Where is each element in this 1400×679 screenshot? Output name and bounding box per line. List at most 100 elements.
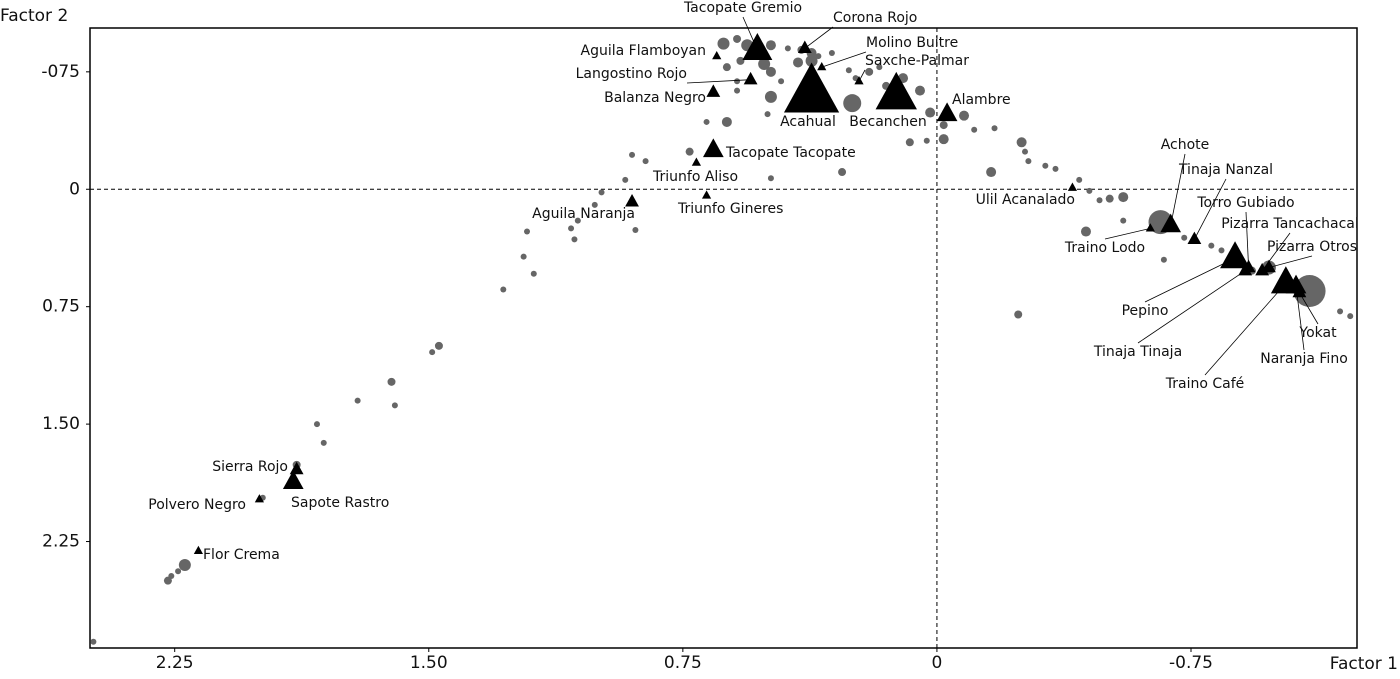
leader-line (1299, 292, 1319, 325)
point (923, 137, 930, 144)
point-label: Sapote Rastro (291, 495, 389, 511)
point (598, 189, 605, 196)
triangle-marker (1238, 262, 1253, 276)
point (1118, 192, 1129, 203)
point-label: Balanza Negro (604, 90, 706, 106)
point-label: Triunfo Gineres (677, 201, 783, 217)
point (778, 78, 785, 85)
point-label: Tinaja Nanzal (1178, 162, 1273, 178)
y-tick-label: 1.50 (42, 414, 80, 434)
triangle-marker (1187, 231, 1202, 245)
point (1096, 197, 1103, 204)
triangle-marker (625, 193, 639, 207)
triangle-marker (706, 84, 721, 97)
point (642, 158, 649, 165)
point (876, 64, 883, 71)
point (574, 217, 581, 224)
point-label: Tacopate Gremio (683, 0, 802, 16)
point (767, 175, 774, 182)
x-axis-label: Factor 1 (1330, 654, 1398, 674)
x-tick-label: 0 (932, 653, 943, 673)
point (986, 167, 997, 178)
point (391, 402, 398, 409)
point (939, 121, 948, 130)
point (764, 111, 771, 118)
y-tick-label: 0.75 (42, 297, 80, 317)
point (1105, 194, 1114, 203)
y-axis-label: Factor 2 (0, 6, 68, 26)
point (178, 559, 191, 572)
point-label: Alambre (952, 92, 1011, 108)
leader-line (858, 69, 866, 82)
point-label: Achote (1161, 137, 1210, 153)
y-tick-label: 2.25 (42, 532, 80, 552)
triangle-marker (1160, 213, 1182, 233)
triangle-marker (712, 50, 722, 60)
point (784, 45, 791, 52)
point (905, 138, 914, 147)
point (736, 56, 745, 65)
point-label: Flor Crema (203, 547, 280, 563)
point (354, 397, 361, 404)
point-label: Tinaja Tinaja (1093, 344, 1182, 360)
point (914, 85, 925, 96)
point (530, 270, 537, 277)
point-label: Traino Lodo (1064, 240, 1145, 256)
point (734, 78, 741, 85)
point (520, 253, 527, 260)
point-label: Acahual (780, 114, 836, 130)
leader-line (1170, 153, 1186, 226)
point-label: Triunfo Aliso (652, 169, 738, 185)
point-label: Tacopate Tacopate (725, 145, 856, 161)
point (524, 228, 531, 235)
point-label: Langostino Rojo (576, 66, 687, 82)
x-tick-label: -0.75 (1169, 653, 1213, 673)
point (722, 63, 731, 72)
point (959, 110, 970, 121)
leader-line (1144, 257, 1236, 303)
point (429, 349, 436, 356)
point (1080, 226, 1091, 237)
triangle-marker (854, 76, 864, 85)
y-tick-label: -075 (41, 62, 80, 82)
x-tick-label: 1.50 (410, 653, 448, 673)
point (733, 34, 742, 43)
x-tick-label: 0.75 (664, 653, 702, 673)
point (717, 37, 730, 50)
triangle-marker (1292, 284, 1307, 298)
point-label: Traino Café (1165, 376, 1245, 392)
point (1160, 256, 1167, 263)
point-label: Pepino (1122, 303, 1169, 319)
triangle-marker (289, 461, 304, 475)
triangle-marker (254, 494, 264, 503)
point (815, 53, 822, 60)
triangle-marker (743, 71, 758, 85)
point (1014, 310, 1023, 319)
point (734, 87, 741, 94)
point-label: Molino Buitre (866, 35, 958, 51)
point (1181, 234, 1188, 241)
triangle-marker (1255, 262, 1270, 276)
point (758, 58, 771, 71)
leader-line (742, 16, 758, 51)
point (843, 94, 862, 113)
point (175, 568, 182, 575)
point-label: Aguila Naranja (532, 206, 635, 222)
point (632, 226, 639, 233)
point-label: Polvero Negro (148, 497, 246, 513)
point (320, 439, 327, 446)
leader-line (686, 79, 751, 84)
triangle-marker (936, 102, 958, 122)
point (1293, 275, 1326, 308)
triangle-marker (742, 33, 773, 61)
leader-line (1204, 282, 1287, 376)
point (971, 126, 978, 133)
triangle-marker (817, 61, 827, 71)
point (805, 54, 818, 67)
point (765, 66, 776, 77)
point (865, 67, 874, 76)
triangle-marker (1145, 223, 1155, 232)
point (1052, 165, 1059, 172)
point (591, 201, 598, 208)
